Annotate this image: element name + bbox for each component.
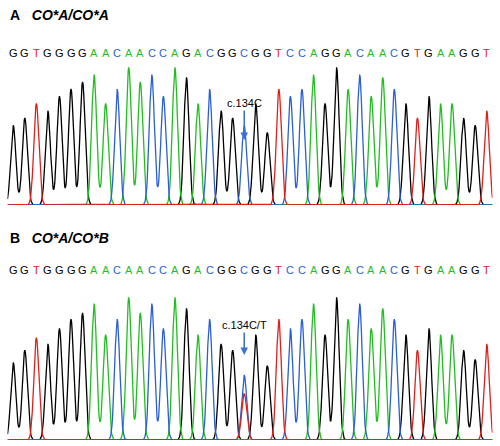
svg-text:G: G: [55, 264, 64, 276]
svg-text:G: G: [401, 47, 410, 59]
svg-text:C: C: [356, 264, 364, 276]
svg-text:A: A: [448, 47, 456, 59]
svg-text:A: A: [194, 47, 202, 59]
svg-text:A: A: [171, 47, 179, 59]
svg-text:A: A: [344, 47, 352, 59]
svg-text:T: T: [414, 47, 421, 59]
svg-text:G: G: [182, 264, 191, 276]
svg-text:G: G: [67, 47, 76, 59]
svg-text:C: C: [113, 47, 121, 59]
svg-text:G: G: [263, 47, 272, 59]
svg-text:T: T: [483, 47, 490, 59]
svg-text:B CO*A/CO*B: B CO*A/CO*B: [10, 230, 109, 246]
svg-text:G: G: [401, 264, 410, 276]
svg-text:c.134C: c.134C: [227, 97, 262, 109]
svg-text:A: A: [90, 264, 98, 276]
svg-text:G: G: [471, 47, 480, 59]
svg-text:G: G: [263, 264, 272, 276]
svg-text:G: G: [332, 47, 341, 59]
svg-text:G: G: [321, 264, 330, 276]
svg-text:G: G: [251, 47, 260, 59]
svg-text:A: A: [344, 264, 352, 276]
svg-text:A: A: [367, 47, 375, 59]
svg-text:C: C: [113, 264, 121, 276]
svg-text:G: G: [43, 47, 52, 59]
svg-text:C: C: [159, 264, 167, 276]
svg-text:A: A: [90, 47, 98, 59]
svg-text:A: A: [125, 47, 133, 59]
svg-text:G: G: [228, 47, 237, 59]
svg-text:G: G: [332, 264, 341, 276]
svg-text:G: G: [78, 47, 87, 59]
svg-text:C: C: [286, 264, 294, 276]
svg-text:G: G: [251, 264, 260, 276]
svg-text:A: A: [437, 264, 445, 276]
svg-text:C: C: [390, 264, 398, 276]
svg-text:A: A: [437, 47, 445, 59]
svg-text:A: A: [448, 264, 456, 276]
svg-text:A: A: [125, 264, 133, 276]
svg-text:C: C: [390, 47, 398, 59]
svg-text:C: C: [159, 47, 167, 59]
svg-text:C: C: [148, 47, 156, 59]
svg-text:G: G: [9, 264, 18, 276]
svg-text:G: G: [424, 264, 433, 276]
svg-text:G: G: [43, 264, 52, 276]
svg-text:A CO*A/CO*A: A CO*A/CO*A: [10, 7, 109, 23]
svg-text:G: G: [459, 47, 468, 59]
svg-text:G: G: [217, 264, 226, 276]
svg-text:G: G: [20, 47, 29, 59]
svg-text:G: G: [182, 47, 191, 59]
svg-text:A: A: [136, 264, 144, 276]
svg-text:T: T: [275, 264, 282, 276]
svg-text:c.134C/T: c.134C/T: [222, 319, 267, 331]
svg-text:A: A: [194, 264, 202, 276]
svg-text:C: C: [286, 47, 294, 59]
svg-text:G: G: [20, 264, 29, 276]
svg-text:T: T: [33, 47, 40, 59]
svg-text:T: T: [414, 264, 421, 276]
svg-text:T: T: [33, 264, 40, 276]
svg-text:A: A: [367, 264, 375, 276]
svg-text:A: A: [379, 264, 387, 276]
svg-text:G: G: [321, 47, 330, 59]
svg-text:A: A: [136, 47, 144, 59]
svg-text:C: C: [148, 264, 156, 276]
svg-text:G: G: [228, 264, 237, 276]
svg-text:A: A: [379, 47, 387, 59]
svg-text:G: G: [9, 47, 18, 59]
svg-text:T: T: [483, 264, 490, 276]
svg-text:C: C: [240, 47, 248, 59]
svg-text:A: A: [310, 47, 318, 59]
svg-text:C: C: [298, 47, 306, 59]
svg-text:A: A: [171, 264, 179, 276]
svg-text:T: T: [275, 47, 282, 59]
svg-text:C: C: [356, 47, 364, 59]
svg-text:G: G: [424, 47, 433, 59]
svg-text:C: C: [206, 264, 214, 276]
svg-text:A: A: [310, 264, 318, 276]
svg-text:G: G: [471, 264, 480, 276]
svg-text:A: A: [102, 264, 110, 276]
svg-text:C: C: [240, 264, 248, 276]
svg-text:G: G: [459, 264, 468, 276]
svg-text:G: G: [78, 264, 87, 276]
svg-text:C: C: [298, 264, 306, 276]
svg-text:G: G: [55, 47, 64, 59]
svg-text:G: G: [67, 264, 76, 276]
svg-text:G: G: [217, 47, 226, 59]
svg-text:C: C: [206, 47, 214, 59]
svg-text:A: A: [102, 47, 110, 59]
